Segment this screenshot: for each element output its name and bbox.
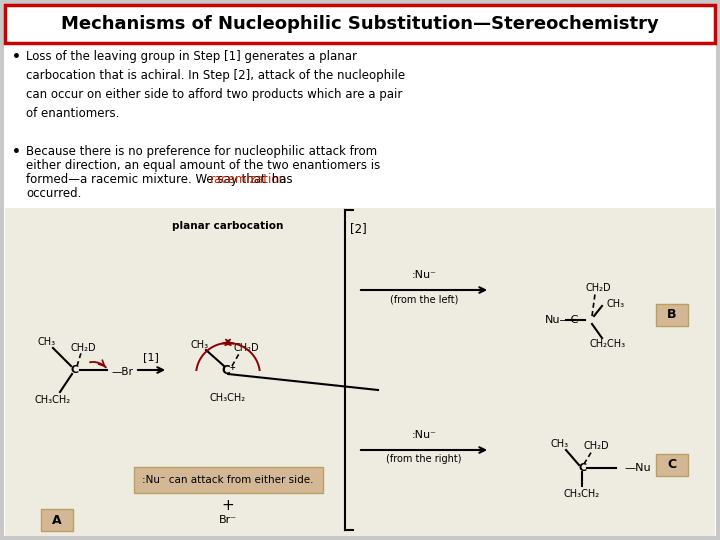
Text: [2]: [2] — [350, 222, 366, 235]
Text: either direction, an equal amount of the two enantiomers is: either direction, an equal amount of the… — [26, 159, 380, 172]
Text: Mechanisms of Nucleophilic Substitution—Stereochemistry: Mechanisms of Nucleophilic Substitution—… — [61, 15, 659, 33]
Text: C: C — [71, 365, 79, 375]
FancyBboxPatch shape — [656, 304, 688, 326]
Text: B: B — [667, 308, 677, 321]
Text: +: + — [222, 497, 235, 512]
Text: planar carbocation: planar carbocation — [172, 221, 284, 231]
FancyBboxPatch shape — [656, 454, 688, 476]
Text: CH₃CH₂: CH₃CH₂ — [210, 393, 246, 403]
Text: CH₃: CH₃ — [607, 299, 625, 309]
Text: —Nu: —Nu — [624, 463, 651, 473]
Text: •: • — [12, 50, 21, 64]
Text: CH₃: CH₃ — [191, 340, 209, 350]
Text: CH₂D: CH₂D — [233, 343, 258, 353]
Text: CH₃CH₂: CH₃CH₂ — [564, 489, 600, 499]
Text: CH₃CH₂: CH₃CH₂ — [35, 395, 71, 405]
FancyBboxPatch shape — [5, 208, 715, 536]
Text: Because there is no preference for nucleophilic attack from: Because there is no preference for nucle… — [26, 145, 377, 158]
Text: has: has — [269, 173, 293, 186]
Text: (from the right): (from the right) — [386, 454, 462, 464]
Text: Loss of the leaving group in Step [1] generates a planar
carbocation that is ach: Loss of the leaving group in Step [1] ge… — [26, 50, 405, 120]
Text: CH₂D: CH₂D — [583, 441, 609, 451]
FancyBboxPatch shape — [41, 509, 73, 531]
Text: —Br: —Br — [111, 367, 133, 377]
Text: C: C — [579, 463, 587, 473]
Text: :Nu⁻: :Nu⁻ — [412, 270, 436, 280]
Text: Br⁻: Br⁻ — [219, 515, 237, 525]
Text: formed—a racemic mixture. We say that: formed—a racemic mixture. We say that — [26, 173, 269, 186]
Text: C⁺: C⁺ — [222, 363, 236, 376]
Text: •: • — [12, 145, 21, 159]
Text: racemization: racemization — [210, 173, 287, 186]
FancyBboxPatch shape — [133, 467, 323, 493]
FancyBboxPatch shape — [4, 4, 716, 536]
Text: Nu—C: Nu—C — [545, 315, 579, 325]
Text: CH₃: CH₃ — [38, 337, 56, 347]
Text: CH₂CH₃: CH₂CH₃ — [590, 339, 626, 349]
Text: C: C — [667, 458, 677, 471]
Text: :Nu⁻: :Nu⁻ — [412, 430, 436, 440]
Text: CH₃: CH₃ — [551, 439, 569, 449]
Text: occurred.: occurred. — [26, 187, 81, 200]
Text: [1]: [1] — [143, 352, 159, 362]
Text: CH₂D: CH₂D — [70, 343, 96, 353]
Text: A: A — [52, 514, 62, 526]
Text: (from the left): (from the left) — [390, 294, 458, 304]
Text: :Nu⁻ can attack from either side.: :Nu⁻ can attack from either side. — [143, 475, 314, 485]
FancyBboxPatch shape — [5, 5, 715, 43]
Text: CH₂D: CH₂D — [585, 283, 611, 293]
